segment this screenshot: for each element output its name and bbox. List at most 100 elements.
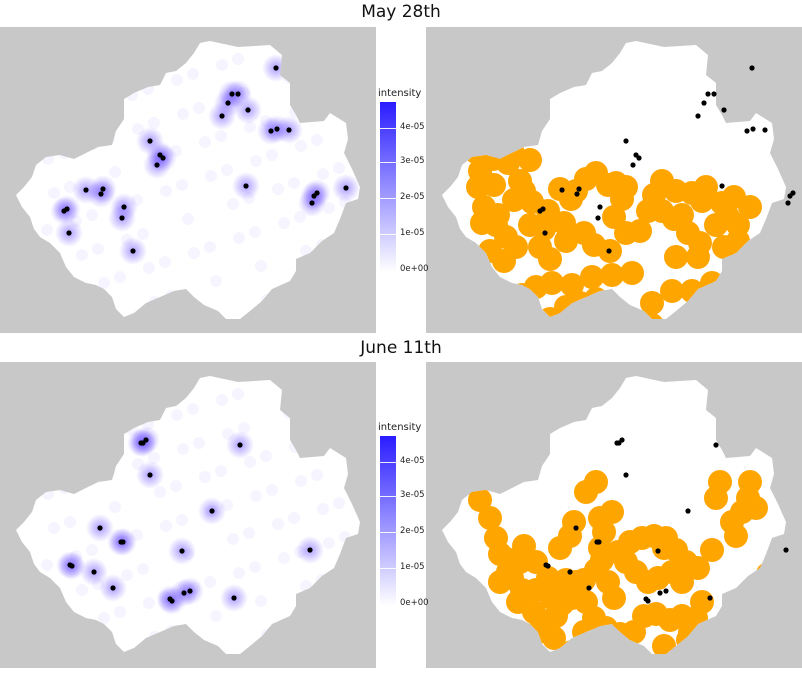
intensity-cell — [221, 499, 233, 511]
intensity-cell — [222, 428, 234, 440]
intensity-cell — [339, 531, 351, 543]
intensity-cell — [193, 437, 205, 449]
buffer-circle — [614, 644, 638, 654]
density-map-june — [0, 362, 376, 668]
intensity-cell — [120, 55, 132, 67]
event-point — [235, 91, 241, 97]
intensity-cell — [143, 262, 155, 274]
intensity-cell — [86, 544, 98, 556]
intensity-cell — [289, 441, 301, 453]
intensity-cell — [25, 565, 37, 577]
intensity-cell — [283, 407, 295, 419]
buffer-circle — [506, 590, 530, 614]
buffer-circle — [738, 470, 762, 494]
event-point — [783, 547, 789, 553]
intensity-cell — [104, 396, 116, 408]
intensity-cell — [114, 271, 126, 283]
event-point — [537, 208, 543, 214]
buffer-circle — [468, 488, 492, 512]
event-point — [120, 539, 126, 545]
intensity-cell — [277, 288, 289, 300]
event-point — [169, 598, 175, 604]
intensity-cell — [215, 465, 227, 477]
intensity-cell — [232, 53, 244, 65]
intensity-cell — [182, 213, 194, 225]
intensity-cell — [30, 420, 42, 432]
intensity-cell — [103, 467, 115, 479]
region-outline — [16, 376, 360, 654]
buffer-circle — [686, 245, 710, 269]
intensity-cell — [47, 593, 59, 605]
buffer-circle — [724, 524, 748, 548]
intensity-cell — [87, 473, 99, 485]
event-point — [311, 193, 317, 199]
intensity-cell — [154, 486, 166, 498]
buffer-circle — [620, 261, 644, 285]
intensity-cell — [255, 260, 267, 272]
intensity-cell — [278, 552, 290, 564]
intensity-cell — [177, 443, 189, 455]
intensity-cell — [204, 241, 216, 253]
region-outline — [16, 41, 360, 319]
buffer-circle — [560, 273, 584, 297]
buffer-circle — [670, 570, 694, 594]
buffer-circle — [560, 640, 584, 654]
intensity-cell — [295, 140, 307, 152]
event-point — [147, 472, 153, 478]
intensity-cell — [97, 98, 109, 110]
event-point — [597, 204, 603, 210]
intensity-cell — [187, 68, 199, 80]
intensity-cell — [210, 610, 222, 622]
buffer-circle — [574, 656, 598, 668]
buffer-circle — [770, 275, 786, 299]
buffer-map-may — [426, 27, 802, 333]
intensity-cell — [31, 264, 43, 276]
intensity-cell — [288, 177, 300, 189]
intensity-cell — [328, 57, 340, 69]
event-point — [657, 590, 663, 596]
event-point — [543, 562, 549, 568]
intensity-cell — [272, 183, 284, 195]
intensity-cell — [215, 130, 227, 142]
intensity-cell — [165, 625, 177, 637]
title-may-28: May 28th — [361, 2, 441, 22]
event-point — [66, 230, 72, 236]
intensity-cell — [317, 168, 329, 180]
event-point — [307, 547, 313, 553]
intensity-cell — [176, 514, 188, 526]
legend-tick: 2e-05 — [400, 192, 425, 202]
buffer-circle — [572, 620, 596, 644]
buffer-circle — [652, 634, 676, 654]
buffer-circle — [764, 331, 788, 333]
intensity-cell — [109, 166, 121, 178]
intensity-cell — [41, 559, 53, 571]
event-point — [138, 440, 144, 446]
buffer-circle — [532, 217, 556, 241]
intensity-cell — [306, 279, 318, 291]
legend-colorbar — [380, 436, 396, 606]
intensity-cell — [103, 132, 115, 144]
intensity-cell — [249, 561, 261, 573]
intensity-cell — [81, 439, 93, 451]
intensity-cell — [261, 629, 273, 641]
intensity-cell — [165, 290, 177, 302]
buffer-circle — [602, 586, 626, 610]
intensity-cell — [177, 108, 189, 120]
buffer-circle — [600, 500, 624, 524]
buffer-circle — [538, 247, 562, 271]
intensity-cell — [121, 569, 133, 581]
event-point — [268, 128, 274, 134]
event-point — [645, 598, 651, 604]
legend-tick: 4e-05 — [400, 456, 425, 466]
buffer-circle — [674, 315, 698, 319]
buffer-circle — [642, 183, 666, 207]
intensity-legend-may: intensity 4e-05 3e-05 2e-05 1e-05 0e+00 — [378, 88, 438, 288]
event-point — [749, 65, 755, 71]
buffer-circle — [728, 251, 752, 275]
intensity-cell — [339, 196, 351, 208]
intensity-cell — [260, 115, 272, 127]
legend-tick: 4e-05 — [400, 122, 425, 132]
intensity-cell — [288, 512, 300, 524]
buffer-circle — [510, 283, 534, 307]
event-point — [623, 472, 629, 478]
